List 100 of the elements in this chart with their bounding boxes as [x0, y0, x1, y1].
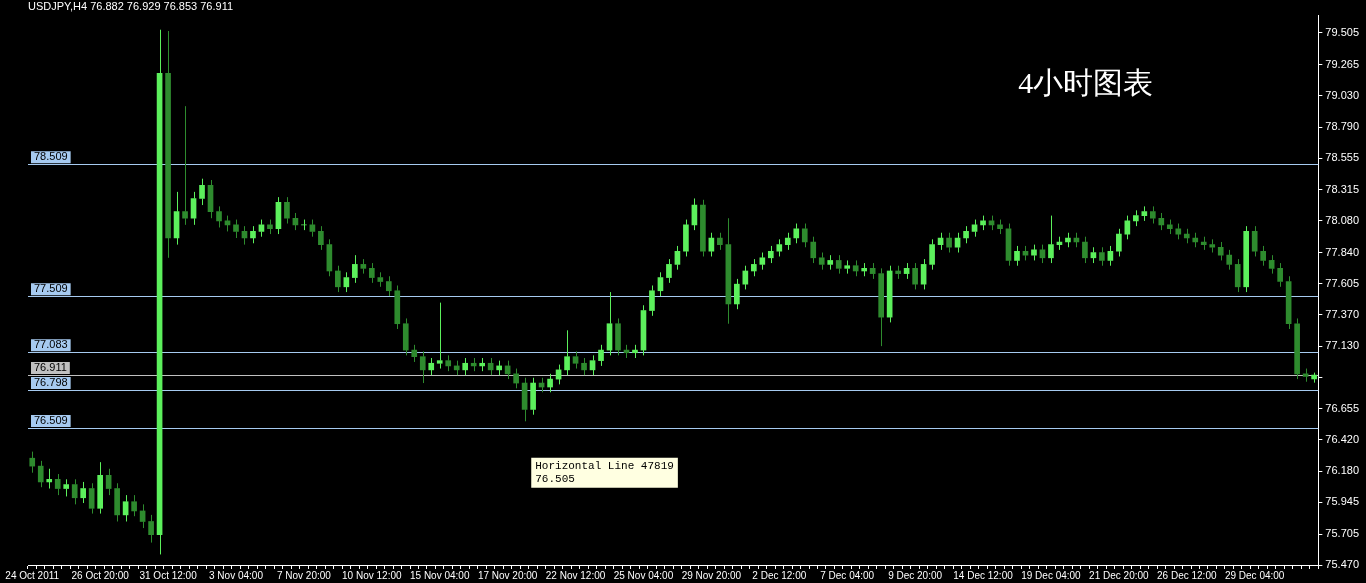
y-tick-label: 78.790: [1325, 120, 1360, 133]
x-tick-label: 26 Dec 12:00: [1157, 569, 1217, 581]
candlestick: [54, 473, 61, 496]
candlestick: [470, 357, 477, 372]
candlestick: [759, 252, 766, 271]
candlestick: [479, 357, 485, 372]
candlestick: [436, 302, 443, 370]
y-tick-label: 78.080: [1325, 213, 1360, 226]
ref-line-label: 77.083: [34, 338, 68, 351]
candlestick: [462, 357, 469, 376]
candlestick: [1065, 232, 1071, 248]
candlestick: [105, 468, 112, 496]
candlestick: [632, 344, 638, 359]
x-tick-label: 2 Dec 12:00: [752, 569, 807, 581]
x-tick-label: 31 Oct 12:00: [139, 569, 198, 581]
y-tick-label: 75.705: [1325, 527, 1360, 540]
candlestick: [844, 259, 851, 275]
candlestick: [793, 223, 800, 244]
candlestick: [717, 232, 723, 251]
candlestick: [148, 514, 154, 544]
candlestick: [1166, 219, 1173, 235]
candlestick: [284, 196, 290, 225]
x-tick-label: 3 Nov 04:00: [209, 569, 264, 581]
candlestick: [190, 191, 197, 226]
candlestick: [895, 265, 901, 280]
candlestick: [428, 357, 435, 376]
y-tick-label: 76.655: [1325, 401, 1360, 414]
y-tick-label: 79.265: [1325, 57, 1360, 70]
candlestick: [878, 267, 884, 347]
candlestick: [946, 232, 952, 254]
candlestick: [233, 219, 239, 239]
candlestick: [810, 236, 817, 264]
candlestick: [453, 360, 460, 376]
candlestick: [445, 354, 452, 372]
x-tick-label: 14 Dec 12:00: [953, 569, 1014, 581]
candlestick: [1209, 238, 1216, 254]
candlestick: [912, 262, 918, 290]
candlestick: [997, 219, 1003, 235]
candlestick: [377, 271, 384, 288]
x-tick-label: 21 Dec 20:00: [1089, 569, 1150, 581]
candlestick: [835, 254, 842, 275]
candlestick: [1175, 223, 1182, 240]
x-tick-label: 9 Dec 20:00: [888, 569, 943, 581]
candlestick: [801, 223, 808, 248]
candlestick: [1234, 258, 1241, 293]
candlestick: [182, 105, 188, 226]
candlestick: [1217, 241, 1224, 261]
y-tick-label: 79.505: [1325, 26, 1360, 39]
candlestick: [818, 252, 825, 271]
x-tick-label: 29 Nov 20:00: [681, 569, 742, 581]
candlestick: [335, 265, 341, 293]
candlestick: [1311, 372, 1317, 384]
y-tick-label: 77.840: [1325, 245, 1360, 258]
x-tick-label: 17 Nov 20:00: [477, 569, 538, 581]
candlestick: [861, 262, 868, 277]
candlestick: [598, 344, 604, 367]
candlestick: [37, 460, 44, 488]
y-tick-label: 79.030: [1325, 88, 1360, 101]
candlestick: [751, 258, 757, 277]
candlestick: [649, 284, 655, 317]
candlestick: [1183, 228, 1190, 244]
candlestick: [980, 215, 986, 231]
candlestick: [114, 482, 120, 522]
candlestick: [63, 478, 70, 497]
ref-line-label: 77.509: [34, 282, 68, 295]
candlestick: [564, 329, 570, 376]
candlestick: [29, 451, 36, 474]
candlestick: [411, 344, 418, 363]
candlestick: [368, 262, 375, 284]
annotation: 4小时图表: [1018, 66, 1154, 100]
y-tick-label: 78.315: [1325, 182, 1360, 195]
y-tick-label: 77.370: [1325, 307, 1360, 320]
candlestick: [1133, 209, 1139, 227]
candlestick: [572, 350, 579, 370]
candlestick: [581, 357, 587, 376]
candlestick: [513, 368, 519, 389]
candlestick: [1048, 215, 1054, 264]
annotation: Horizontal Line 47819 76.505: [535, 460, 674, 486]
candlestick: [216, 205, 222, 228]
candlestick: [700, 199, 706, 257]
candlestick: [530, 377, 536, 416]
candlestick: [318, 225, 324, 251]
x-tick-label: 10 Nov 12:00: [342, 569, 402, 581]
y-tick-label: 78.555: [1325, 151, 1360, 164]
x-tick-label: 29 Dec 04:00: [1224, 569, 1285, 581]
candlestick: [1294, 317, 1300, 380]
y-tick-label: 75.945: [1325, 495, 1360, 508]
candlestick: [80, 481, 87, 504]
candlestick: [165, 30, 171, 259]
candlestick: [267, 219, 273, 235]
candlestick: [97, 461, 103, 515]
y-tick-label: 76.180: [1325, 464, 1360, 477]
candlestick: [929, 238, 935, 271]
y-tick-label: 77.605: [1325, 276, 1360, 289]
candlestick: [352, 254, 358, 284]
x-tick-label: 26 Oct 20:00: [71, 569, 130, 581]
candlestick: [1141, 205, 1148, 222]
ref-line-label: 76.798: [34, 375, 68, 388]
candlestick: [827, 254, 834, 271]
candlestick: [1099, 246, 1105, 267]
